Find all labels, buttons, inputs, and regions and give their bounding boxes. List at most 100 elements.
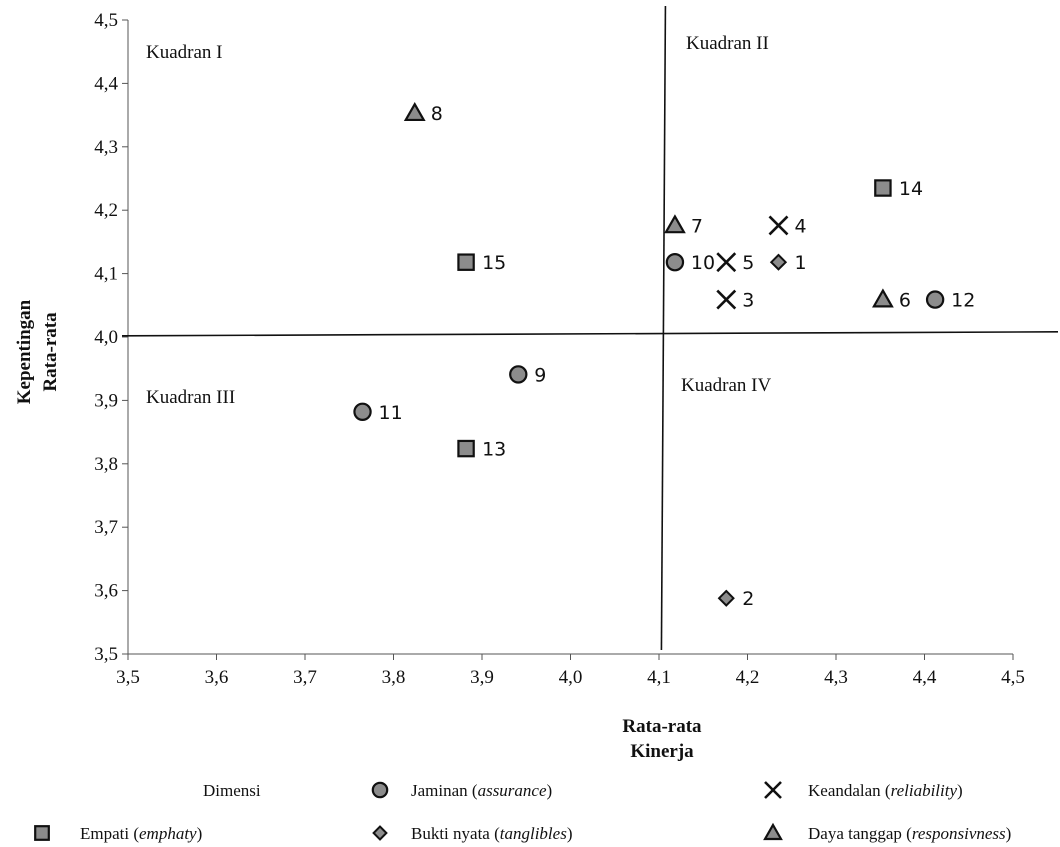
legend-item: Daya tanggap (responsivness) (763, 822, 1011, 843)
point-label: 8 (431, 103, 443, 125)
x-marker (716, 252, 737, 273)
triangle-marker (872, 288, 894, 308)
data-point: 12 (925, 290, 975, 312)
y-tick-label: 3,8 (94, 454, 118, 475)
x-tick-label: 4,5 (1001, 667, 1025, 688)
y-tick-label: 3,7 (94, 517, 118, 538)
circle-marker (925, 290, 945, 309)
diamond-marker (717, 589, 735, 607)
x-marker (768, 215, 789, 236)
point-label: 14 (899, 178, 923, 200)
y-tick-label: 4,1 (94, 264, 118, 285)
horizontal-divider (121, 331, 1059, 337)
data-point: 7 (664, 214, 703, 237)
x-tick-label: 4,3 (824, 667, 848, 688)
data-point: 2 (717, 588, 754, 610)
quadrant-label: Kuadran I (146, 42, 223, 63)
square-marker (874, 179, 892, 197)
point-label: 15 (482, 252, 506, 274)
point-label: 13 (482, 439, 506, 461)
y-tick-label: 4,2 (94, 200, 118, 221)
point-label: 7 (691, 215, 703, 237)
point-label: 5 (742, 252, 754, 274)
triangle-marker (763, 822, 783, 841)
legend: Dimensi Jaminan (assurance) Keandalan (rel… (34, 781, 1011, 843)
y-axis-label: Kepentingan Rata-rata (14, 299, 61, 404)
data-point: 13 (457, 439, 506, 461)
point-label: 10 (691, 252, 715, 274)
point-label: 6 (899, 290, 911, 312)
legend-label: Jaminan (assurance) (411, 781, 552, 800)
y-axis-label-line: Kepentingan (14, 299, 35, 404)
data-point: 1 (769, 252, 807, 274)
square-marker (457, 439, 475, 458)
x-tick-label: 3,7 (293, 667, 317, 688)
x-tick-label: 3,8 (382, 667, 406, 688)
point-label: 2 (742, 588, 754, 610)
point-label: 12 (951, 290, 975, 312)
legend-label: Empati (emphaty) (80, 824, 202, 843)
quadrant-label: Kuadran IV (681, 375, 771, 396)
x-tick-label: 4,1 (647, 667, 671, 688)
legend-label: Daya tanggap (responsivness) (808, 824, 1011, 843)
data-point: 9 (509, 364, 546, 386)
diamond-marker (372, 825, 388, 841)
y-tick-label: 3,9 (94, 390, 118, 411)
quadrant-dividers (121, 5, 1059, 651)
y-axis-label-line: Rata-rata (40, 312, 61, 392)
y-tick-label: 3,6 (94, 581, 118, 602)
x-marker (716, 289, 737, 310)
data-point: 11 (353, 402, 403, 424)
circle-marker (353, 402, 372, 422)
data-point: 15 (457, 252, 506, 274)
square-marker (34, 825, 50, 841)
point-label: 9 (534, 364, 546, 386)
square-marker (457, 253, 475, 271)
circle-marker (371, 781, 389, 799)
x-axis-label: Rata-rata (622, 716, 702, 737)
data-point: 14 (874, 178, 923, 200)
quadrant-label: Kuadran III (146, 387, 235, 408)
data-point: 8 (403, 101, 443, 125)
triangle-marker (664, 214, 686, 234)
data-point: 10 (665, 252, 715, 274)
data-point: 6 (872, 288, 911, 312)
axes (127, 20, 1013, 655)
legend-label: Bukti nyata (tanglibles) (411, 824, 573, 843)
data-point: 3 (716, 289, 754, 312)
point-label: 3 (742, 290, 754, 312)
x-tick-label: 4,4 (913, 667, 937, 688)
x-tick-label: 4,2 (736, 667, 760, 688)
point-label: 11 (379, 402, 403, 424)
y-tick-label: 4,3 (94, 137, 118, 158)
tick-labels: 3,5 3,6 3,7 3,8 3,9 4,0 4,1 4,2 4,3 4,4 4,5 3,5 3,6 3… (94, 10, 1025, 688)
legend-title: Dimensi (203, 781, 261, 800)
point-label: 4 (794, 215, 806, 237)
point-label: 1 (794, 252, 806, 274)
x-tick-label: 3,6 (205, 667, 229, 688)
legend-item: Keandalan (reliability) (764, 781, 963, 800)
x-tick-label: 4,0 (559, 667, 583, 688)
y-tick-label: 4,4 (94, 73, 118, 94)
circle-marker (509, 365, 528, 384)
legend-item: Bukti nyata (tanglibles) (372, 824, 573, 843)
x-axis-label: Kinerja (630, 741, 694, 762)
triangle-marker (403, 101, 426, 122)
legend-label: Keandalan (reliability) (808, 781, 963, 800)
data-point: 5 (716, 252, 754, 274)
y-tick-label: 4,0 (94, 327, 118, 348)
circle-marker (665, 252, 685, 272)
legend-item: Empati (emphaty) (34, 824, 202, 843)
data-point: 4 (768, 215, 807, 237)
x-tick-label: 3,5 (116, 667, 140, 688)
vertical-divider (660, 5, 667, 651)
quadrant-labels: Kuadran I Kuadran II Kuadran III Kuadran IV (146, 33, 771, 408)
y-tick-label: 4,5 (94, 10, 118, 31)
diamond-marker (769, 253, 788, 271)
x-tick-label: 3,9 (470, 667, 494, 688)
quadrant-label: Kuadran II (686, 33, 769, 54)
y-tick-label: 3,5 (94, 644, 118, 665)
